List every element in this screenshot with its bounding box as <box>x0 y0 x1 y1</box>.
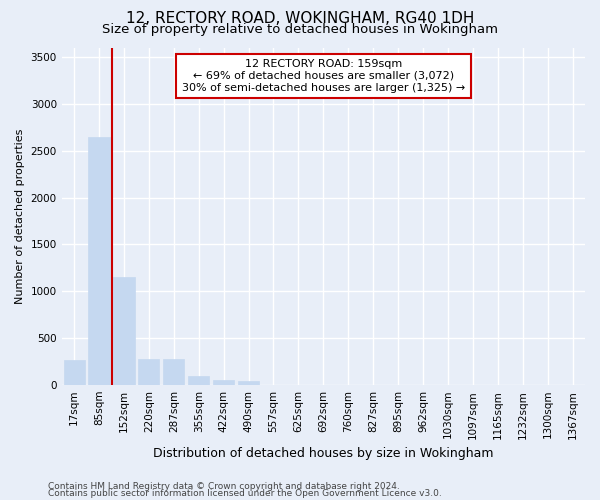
Text: Contains public sector information licensed under the Open Government Licence v3: Contains public sector information licen… <box>48 489 442 498</box>
Text: 12, RECTORY ROAD, WOKINGHAM, RG40 1DH: 12, RECTORY ROAD, WOKINGHAM, RG40 1DH <box>126 11 474 26</box>
Bar <box>88 136 110 385</box>
Bar <box>213 380 234 385</box>
Bar <box>188 376 209 385</box>
Bar <box>138 359 160 385</box>
X-axis label: Distribution of detached houses by size in Wokingham: Distribution of detached houses by size … <box>153 447 494 460</box>
Y-axis label: Number of detached properties: Number of detached properties <box>15 128 25 304</box>
Bar <box>163 359 184 385</box>
Text: 12 RECTORY ROAD: 159sqm
← 69% of detached houses are smaller (3,072)
30% of semi: 12 RECTORY ROAD: 159sqm ← 69% of detache… <box>182 60 465 92</box>
Bar <box>64 360 85 385</box>
Text: Contains HM Land Registry data © Crown copyright and database right 2024.: Contains HM Land Registry data © Crown c… <box>48 482 400 491</box>
Bar <box>238 382 259 385</box>
Bar <box>113 277 134 385</box>
Text: Size of property relative to detached houses in Wokingham: Size of property relative to detached ho… <box>102 22 498 36</box>
